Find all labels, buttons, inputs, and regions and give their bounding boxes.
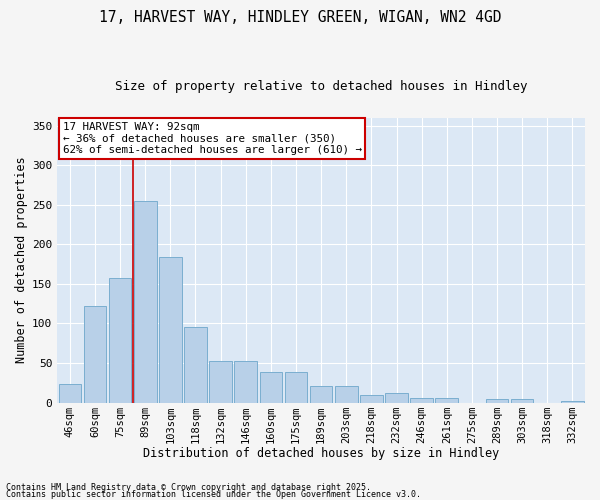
Bar — [209, 360, 232, 403]
Bar — [109, 278, 131, 402]
Title: Size of property relative to detached houses in Hindley: Size of property relative to detached ho… — [115, 80, 527, 93]
Bar — [285, 372, 307, 402]
Bar — [561, 401, 584, 402]
Bar — [486, 398, 508, 402]
Bar — [335, 386, 358, 402]
Text: Contains public sector information licensed under the Open Government Licence v3: Contains public sector information licen… — [6, 490, 421, 499]
Bar — [159, 257, 182, 402]
Bar — [184, 328, 207, 402]
Bar — [260, 372, 282, 402]
X-axis label: Distribution of detached houses by size in Hindley: Distribution of detached houses by size … — [143, 447, 499, 460]
Text: 17 HARVEST WAY: 92sqm
← 36% of detached houses are smaller (350)
62% of semi-det: 17 HARVEST WAY: 92sqm ← 36% of detached … — [62, 122, 362, 155]
Text: Contains HM Land Registry data © Crown copyright and database right 2025.: Contains HM Land Registry data © Crown c… — [6, 484, 371, 492]
Bar — [360, 394, 383, 402]
Bar — [410, 398, 433, 402]
Y-axis label: Number of detached properties: Number of detached properties — [15, 157, 28, 364]
Bar — [436, 398, 458, 402]
Bar — [235, 360, 257, 403]
Bar — [83, 306, 106, 402]
Bar — [134, 201, 157, 402]
Bar — [59, 384, 81, 402]
Text: 17, HARVEST WAY, HINDLEY GREEN, WIGAN, WN2 4GD: 17, HARVEST WAY, HINDLEY GREEN, WIGAN, W… — [99, 10, 501, 25]
Bar — [511, 398, 533, 402]
Bar — [310, 386, 332, 402]
Bar — [385, 393, 408, 402]
